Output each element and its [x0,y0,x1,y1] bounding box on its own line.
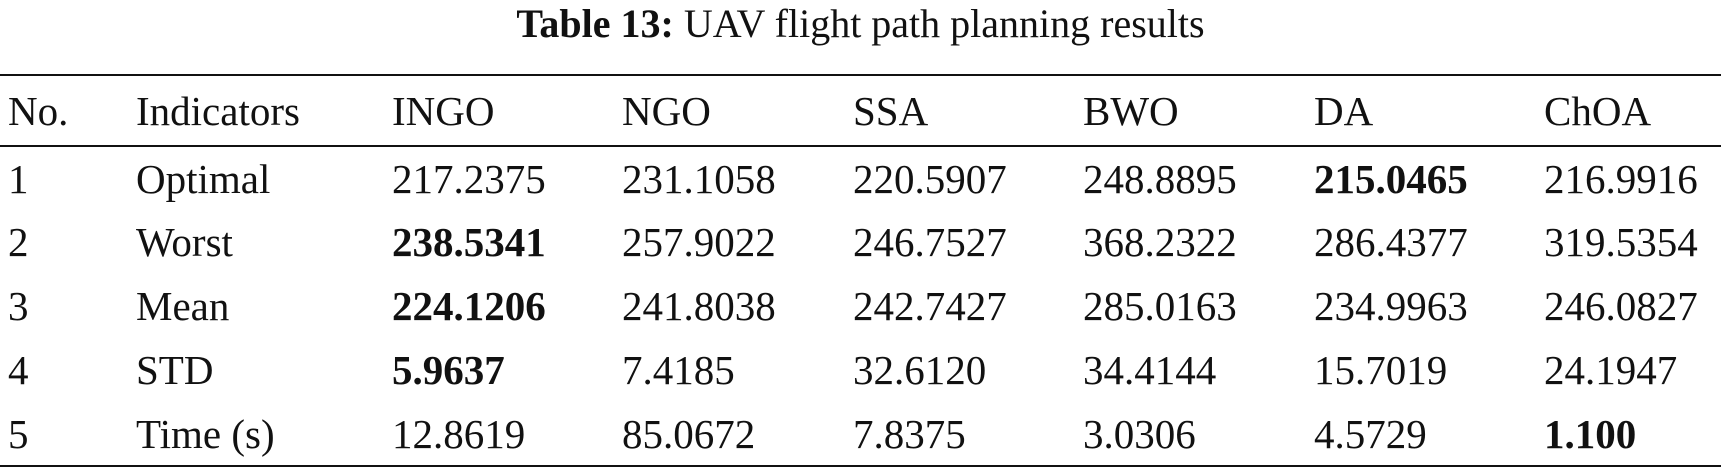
table-cell: 3 [8,283,29,329]
caption: Table 13: UAV flight path planning result… [0,0,1721,48]
table-cell: 220.5907 [853,155,1007,202]
table-cell: 246.0827 [1544,283,1698,329]
table-cell: Optimal [136,155,271,202]
table-cell: Time (s) [136,410,275,457]
table-cell: 215.0465 [1314,155,1468,202]
caption-label: Table 13: [516,1,674,46]
table-cell: 234.9963 [1314,283,1468,329]
header-cell: NGO [622,87,711,134]
table-cell: 5 [8,410,29,457]
table-cell: 85.0672 [622,410,756,457]
results-table: No. Indicators INGO NGO SSA BWO DA ChOA 1 Optima… [0,74,1721,467]
table-cell: 257.9022 [622,219,776,265]
header-cell: DA [1314,87,1374,134]
table-cell: 4 [8,347,29,393]
table-cell: 242.7427 [853,283,1007,329]
table-cell: 248.8895 [1083,155,1237,202]
table-cell: 217.2375 [392,155,546,202]
table-cell: 2 [8,219,29,265]
table-cell: 241.8038 [622,283,776,329]
header-row: No. Indicators INGO NGO SSA BWO DA ChOA [0,75,1721,146]
table-cell: 319.5354 [1544,219,1698,265]
table-cell: 286.4377 [1314,219,1468,265]
table-cell: 216.9916 [1544,155,1698,202]
table-cell: 246.7527 [853,219,1007,265]
table-cell: Mean [136,283,230,329]
table-cell: 3.0306 [1083,410,1196,457]
table-cell: 1 [8,155,29,202]
caption-title: UAV flight path planning results [683,1,1205,46]
table-cell: 231.1058 [622,155,776,202]
table-cell: 7.8375 [853,410,966,457]
table-cell: 368.2322 [1083,219,1237,265]
table-row: 3 Mean 224.1206 241.8038 242.7427 285.0163 234… [0,274,1721,338]
table-cell: 238.5341 [392,219,546,265]
table-body: 1 Optimal 217.2375 231.1058 220.5907 248.8895… [0,146,1721,466]
table-cell: Worst [136,219,233,265]
table-cell: 4.5729 [1314,410,1427,457]
table-cell: 34.4144 [1083,347,1217,393]
table-row: 4 STD 5.9637 7.4185 32.6120 34.4144 15.7019 24.… [0,338,1721,402]
table-cell: 7.4185 [622,347,735,393]
table-cell: STD [136,347,214,393]
header-cell: BWO [1083,87,1179,134]
header-cell: Indicators [136,87,300,134]
table-cell: 5.9637 [392,347,505,393]
table-row: 5 Time (s) 12.8619 85.0672 7.8375 3.0306 4.572… [0,402,1721,466]
header-cell: SSA [853,87,929,134]
header-cell: ChOA [1544,87,1652,134]
header-cell: INGO [392,87,495,134]
table-cell: 1.100 [1544,410,1637,457]
table-cell: 285.0163 [1083,283,1237,329]
header-cell: No. [8,87,69,134]
table-cell: 12.8619 [392,410,526,457]
table-cell: 32.6120 [853,347,987,393]
table-row: 1 Optimal 217.2375 231.1058 220.5907 248.8895… [0,146,1721,210]
table-header: No. Indicators INGO NGO SSA BWO DA ChOA [0,75,1721,146]
table-cell: 24.1947 [1544,347,1678,393]
table-cell: 224.1206 [392,283,546,329]
table-row: 2 Worst 238.5341 257.9022 246.7527 368.2322 28… [0,210,1721,274]
table-cell: 15.7019 [1314,347,1448,393]
